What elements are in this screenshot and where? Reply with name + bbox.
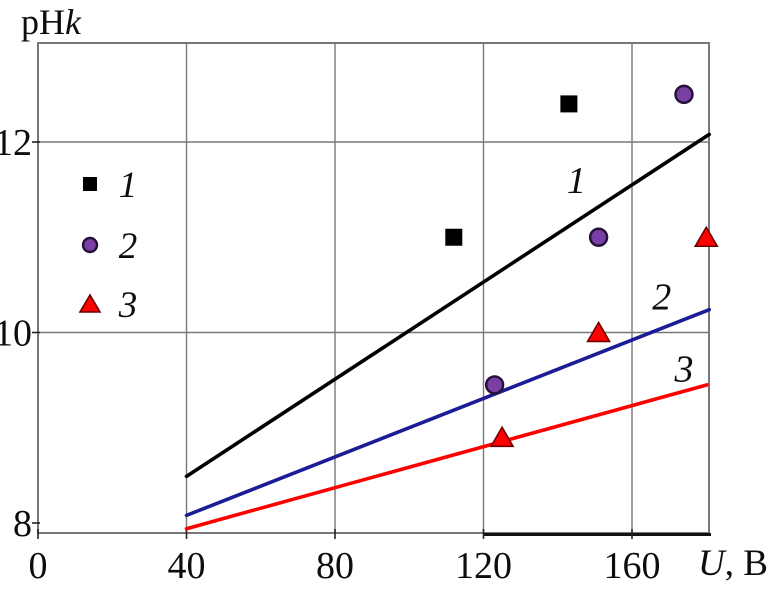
curve-label-2: 2 bbox=[652, 276, 671, 318]
data-point-series1-2 bbox=[560, 95, 578, 113]
data-point-series3-1 bbox=[489, 425, 515, 448]
legend-marker-1 bbox=[83, 177, 97, 191]
legend-label-3: 3 bbox=[118, 285, 138, 326]
x-axis-title: U, В bbox=[698, 545, 768, 582]
y-axis-title: pHk bbox=[21, 4, 81, 40]
trend-line-1 bbox=[184, 132, 712, 479]
data-point-series2-1 bbox=[484, 375, 505, 395]
curve-label-1: 1 bbox=[567, 160, 586, 202]
y-axis-title-normal: pH bbox=[21, 2, 65, 42]
legend-marker-3 bbox=[78, 293, 102, 313]
trend-line-2 bbox=[184, 307, 712, 518]
x-tick-label-0: 0 bbox=[29, 545, 48, 587]
y-axis-title-italic: k bbox=[65, 2, 81, 42]
x-tick-label-40: 40 bbox=[168, 545, 206, 587]
plot-frame bbox=[37, 42, 710, 534]
x-axis-title-normal: , В bbox=[724, 543, 768, 584]
data-point-series3-2 bbox=[586, 320, 611, 343]
data-point-series3-3 bbox=[693, 225, 719, 248]
trend-line-3 bbox=[184, 383, 709, 531]
x-axis-title-italic: U bbox=[698, 543, 725, 584]
y-tick-label-8: 8 bbox=[13, 503, 32, 545]
data-point-series1-1 bbox=[445, 228, 463, 246]
data-point-series2-2 bbox=[588, 227, 609, 247]
data-point-series2-3 bbox=[674, 84, 694, 105]
legend-label-2: 2 bbox=[119, 226, 138, 267]
curve-label-3: 3 bbox=[673, 349, 693, 391]
x-tick-label-80: 80 bbox=[316, 545, 354, 587]
x-tick-label-160: 160 bbox=[604, 545, 661, 587]
x-tick-label-120: 120 bbox=[455, 545, 512, 587]
y-tick-label-10: 10 bbox=[0, 313, 32, 355]
legend-marker-2 bbox=[81, 236, 99, 254]
legend-label-1: 1 bbox=[119, 165, 138, 206]
y-tick-label-12: 12 bbox=[0, 122, 32, 164]
